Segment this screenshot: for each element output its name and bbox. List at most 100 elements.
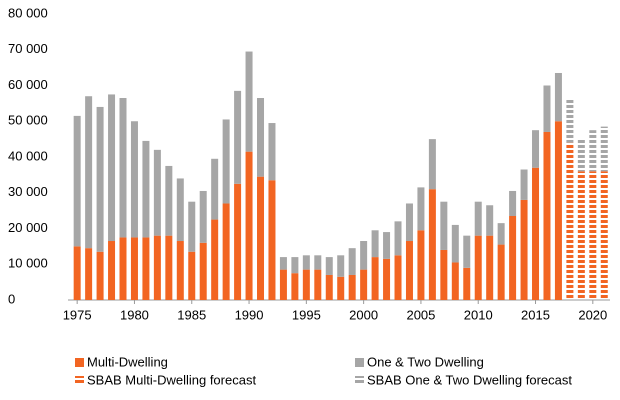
x-tick-label: 1980 — [120, 307, 149, 322]
bar-segment — [234, 183, 242, 300]
y-tick-label: 20 000 — [8, 220, 48, 235]
bar-segment — [486, 235, 494, 300]
bar-segment — [589, 130, 597, 172]
bar-segment — [566, 142, 574, 300]
bar-segment — [394, 255, 402, 300]
bar-segment — [417, 230, 425, 300]
y-tick-label: 0 — [8, 291, 15, 306]
bar-segment — [153, 235, 161, 300]
bar-segment — [497, 223, 505, 245]
x-tick-label: 1975 — [63, 307, 92, 322]
bar-segment — [257, 176, 265, 300]
bar-segment — [325, 257, 333, 275]
bar-segment — [520, 169, 528, 200]
bar-segment — [486, 205, 494, 236]
bar-segment — [73, 115, 81, 247]
bar-segment — [165, 235, 173, 300]
bar-segment — [577, 139, 585, 172]
bar-segment — [543, 85, 551, 132]
bar-segment — [119, 98, 127, 238]
bar-segment — [142, 140, 150, 238]
bar-segment — [130, 121, 138, 238]
bar-segment — [302, 269, 310, 300]
bar-segment — [73, 246, 81, 300]
bar-segment — [268, 123, 276, 181]
bar-segment — [211, 219, 219, 300]
y-tick-label: 50 000 — [8, 113, 48, 128]
bar-segment — [474, 235, 482, 300]
bar-segment — [119, 237, 127, 300]
legend-swatch — [75, 376, 84, 385]
bar-segment — [417, 187, 425, 231]
bar-segment — [451, 224, 459, 263]
bar-segment — [566, 98, 574, 143]
bar-segment — [291, 257, 299, 274]
bar-segment — [497, 244, 505, 300]
y-tick-label: 10 000 — [8, 256, 48, 271]
bar-segment — [440, 201, 448, 250]
y-tick-label: 30 000 — [8, 184, 48, 199]
bar-segment — [108, 94, 116, 242]
bar-segment — [360, 269, 368, 300]
bar-segment — [279, 257, 287, 270]
bar-segment — [85, 248, 93, 300]
bar-segment — [96, 106, 104, 252]
bar-segment — [509, 215, 517, 300]
x-tick-label: 2000 — [349, 307, 378, 322]
bar-segment — [234, 90, 242, 184]
bar-segment — [383, 258, 391, 300]
bar-segment — [577, 171, 585, 300]
bar-segment — [222, 119, 230, 204]
bar-segment — [222, 203, 230, 300]
legend-label: SBAB One & Two Dwelling forecast — [367, 372, 572, 387]
bar-segment — [245, 51, 253, 152]
x-tick-label: 1995 — [292, 307, 321, 322]
bar-segment — [188, 201, 196, 252]
x-tick-label: 1985 — [177, 307, 206, 322]
bar-segment — [543, 131, 551, 300]
bar-segment — [405, 203, 413, 242]
bar-segment — [371, 230, 379, 258]
y-tick-label: 60 000 — [8, 77, 48, 92]
bar-segment — [176, 241, 184, 300]
bar-segment — [302, 255, 310, 270]
bar-segment — [188, 251, 196, 300]
x-tick-label: 2015 — [521, 307, 550, 322]
bar-segment — [348, 248, 356, 275]
bar-segment — [554, 72, 562, 122]
bar-segment — [532, 167, 540, 300]
bar-segment — [532, 130, 540, 168]
bar-segment — [474, 201, 482, 236]
bar-segment — [509, 190, 517, 216]
bar-segment — [600, 171, 608, 300]
bar-segment — [268, 180, 276, 300]
bar-segment — [108, 241, 116, 300]
bar-segment — [142, 237, 150, 300]
bar-segment — [360, 241, 368, 270]
bar-segment — [314, 269, 322, 300]
bar-segment — [554, 121, 562, 300]
bar-segment — [463, 267, 471, 300]
bar-segment — [405, 241, 413, 300]
bar-segment — [96, 251, 104, 300]
bar-segment — [383, 232, 391, 259]
bar-segment — [291, 273, 299, 300]
bar-segment — [211, 158, 219, 220]
x-tick-label: 2020 — [578, 307, 607, 322]
y-tick-label: 80 000 — [8, 5, 48, 20]
x-tick-label: 2005 — [406, 307, 435, 322]
bar-segment — [348, 274, 356, 300]
bar-segment — [245, 151, 253, 300]
bar-segment — [451, 262, 459, 300]
bar-segment — [371, 257, 379, 300]
y-tick-label: 40 000 — [8, 148, 48, 163]
bar-segment — [337, 276, 345, 300]
bar-segment — [600, 126, 608, 172]
x-tick-label: 1990 — [235, 307, 264, 322]
bar-segment — [337, 255, 345, 277]
legend-label: SBAB Multi-Dwelling forecast — [87, 372, 256, 387]
bar-segment — [325, 274, 333, 300]
bar-segment — [199, 242, 207, 300]
bar-segment — [279, 269, 287, 300]
